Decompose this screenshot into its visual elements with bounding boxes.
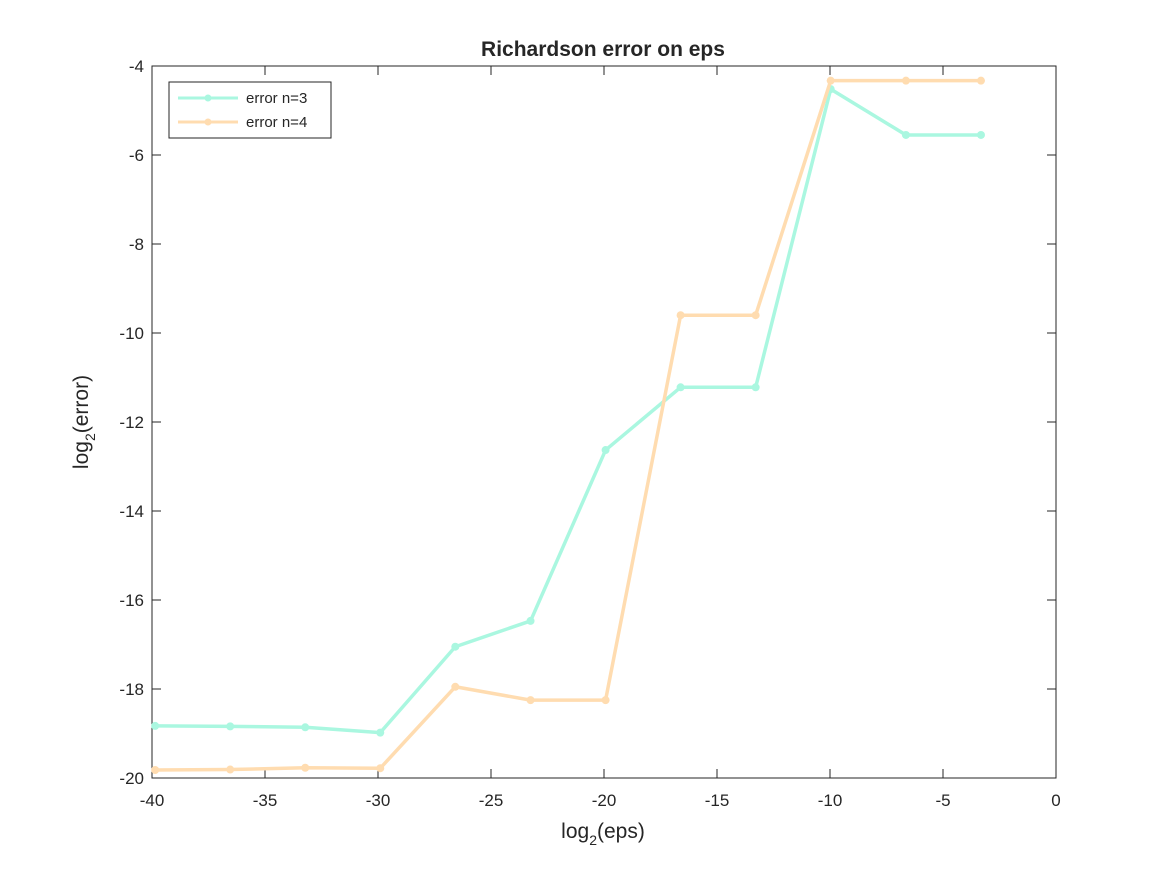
data-point — [901, 76, 910, 85]
legend-marker-error-n3 — [204, 94, 212, 102]
legend: error n=3 error n=4 — [168, 81, 332, 139]
data-point — [526, 696, 535, 705]
y-tick-label: -16 — [119, 591, 144, 610]
y-tick-label: -14 — [119, 502, 144, 521]
legend-label-error-n4: error n=4 — [246, 114, 307, 131]
series-line-0 — [155, 87, 981, 735]
data-point — [301, 763, 310, 772]
data-point — [976, 76, 985, 85]
data-point — [751, 311, 760, 320]
legend-label-error-n3: error n=3 — [246, 90, 307, 107]
data-point — [301, 723, 310, 732]
data-point — [601, 446, 610, 455]
data-point — [676, 383, 685, 392]
x-tick-label: -20 — [592, 791, 617, 810]
y-tick-label: -20 — [119, 769, 144, 788]
data-point — [376, 764, 385, 773]
data-point — [526, 616, 535, 625]
data-point — [451, 642, 460, 651]
y-tick-label: -6 — [129, 146, 144, 165]
plot-area — [151, 65, 1057, 779]
data-point — [226, 765, 235, 774]
y-axis-label: log2(error) — [70, 375, 98, 469]
data-point — [901, 130, 910, 139]
x-tick-label: -35 — [253, 791, 278, 810]
data-point — [676, 311, 685, 320]
chart-title: Richardson error on eps — [481, 38, 725, 61]
x-tick-label: -40 — [140, 791, 165, 810]
series-layer — [151, 76, 985, 774]
data-point — [751, 383, 760, 392]
data-point — [226, 722, 235, 731]
data-point — [601, 696, 610, 705]
legend-box — [168, 81, 332, 139]
x-tick-label: -15 — [705, 791, 730, 810]
x-axis-label: log2(eps) — [561, 820, 645, 848]
x-tick-label: -30 — [366, 791, 391, 810]
y-tick-label: -4 — [129, 57, 144, 76]
data-point — [376, 728, 385, 737]
data-point — [826, 76, 835, 85]
data-point — [151, 765, 160, 774]
x-tick-label: 0 — [1051, 791, 1060, 810]
y-tick-label: -8 — [129, 235, 144, 254]
x-tick-label: -5 — [935, 791, 950, 810]
legend-marker-error-n4 — [204, 118, 212, 126]
data-point — [151, 721, 160, 730]
y-tick-label: -12 — [119, 413, 144, 432]
series-line-1 — [155, 78, 981, 772]
data-point — [451, 682, 460, 691]
data-point — [976, 130, 985, 139]
y-tick-label: -18 — [119, 680, 144, 699]
x-tick-label: -10 — [818, 791, 843, 810]
x-tick-label: -25 — [479, 791, 504, 810]
y-tick-label: -10 — [119, 324, 144, 343]
axis-ticks: -40 -35 -30 -25 -20 -15 -10 -5 0 -20 -18 -16 -14 -12 -… — [119, 57, 1060, 810]
